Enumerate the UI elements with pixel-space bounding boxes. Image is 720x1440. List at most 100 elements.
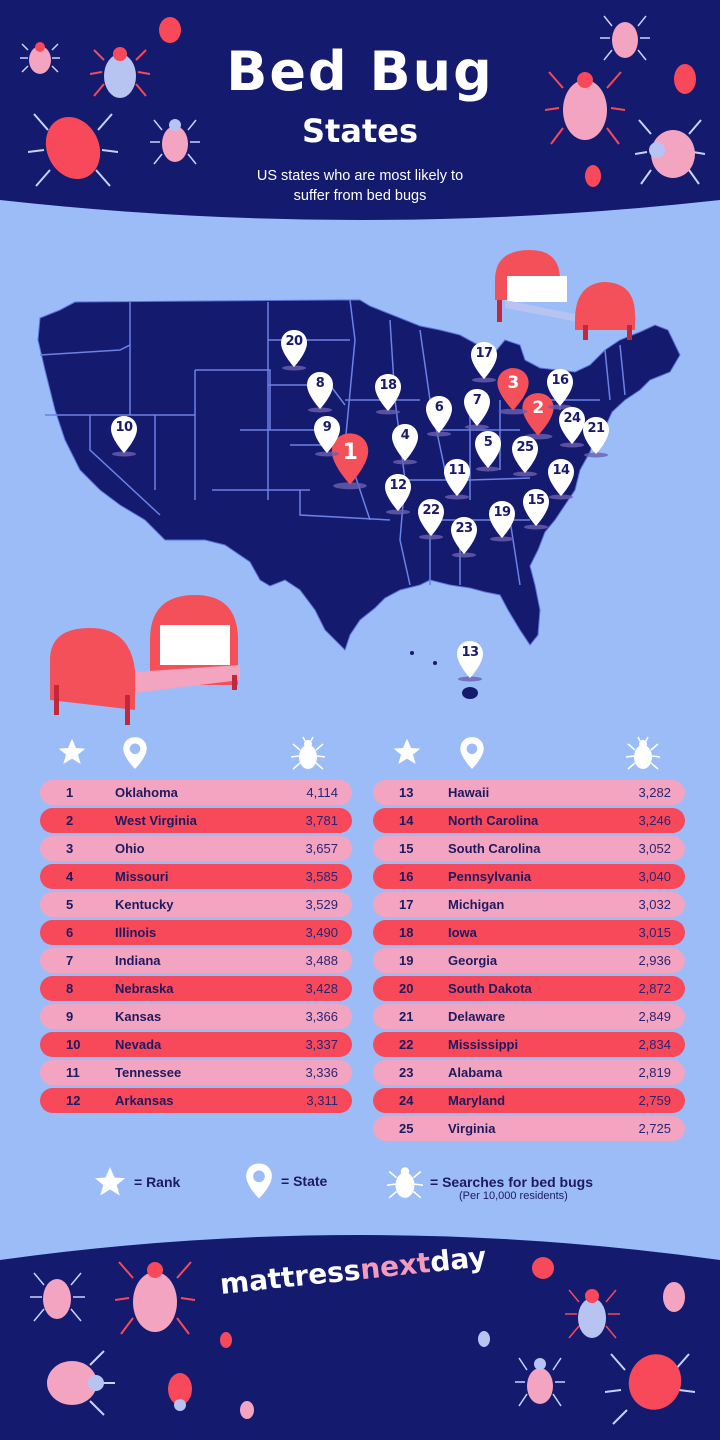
value-cell: 3,529 — [305, 897, 338, 912]
map-pin-icon — [497, 368, 529, 415]
state-cell: South Carolina — [448, 841, 541, 856]
pin-rank-label: 25 — [516, 440, 534, 455]
map-pin-icon — [307, 372, 333, 413]
rank-cell: 7 — [66, 953, 74, 968]
bed-bug-icon — [90, 47, 150, 98]
rank-cell: 16 — [399, 869, 414, 884]
title-line-2: States — [302, 112, 418, 150]
pin-rank-label: 13 — [461, 645, 479, 660]
map-pin-icon — [522, 393, 554, 440]
bed-bug-icon — [545, 71, 625, 145]
map-pin-icon — [246, 1163, 272, 1199]
value-cell: 2,834 — [638, 1037, 671, 1052]
map-pin-icon — [523, 489, 549, 530]
map-pin-rank-21: 21 — [581, 416, 611, 458]
rank-cell: 5 — [66, 897, 74, 912]
map-pin-icon — [281, 330, 307, 371]
map-pin-rank-8: 8 — [305, 371, 335, 413]
table-row: 11 Tennessee 3,336 — [40, 1060, 352, 1085]
pin-rank-label: 4 — [400, 428, 410, 443]
state-cell: Kansas — [115, 1009, 162, 1024]
table-row: 5 Kentucky 3,529 — [40, 892, 352, 917]
state-cell: Maryland — [448, 1093, 506, 1108]
map-pin-rank-19: 19 — [487, 500, 517, 542]
table-header — [40, 730, 352, 780]
rank-cell: 21 — [399, 1009, 414, 1024]
map-pin-icon — [548, 459, 574, 500]
pin-rank-label: 23 — [455, 521, 473, 536]
pin-rank-label: 6 — [434, 400, 444, 415]
bed-bug-icon — [605, 1353, 695, 1425]
map-pin-icon — [314, 416, 340, 457]
map-pin-rank-18: 18 — [373, 373, 403, 415]
bed-bug-icon — [565, 1289, 620, 1339]
map-pin-icon — [375, 374, 401, 415]
table-header — [373, 730, 685, 780]
value-cell: 3,052 — [638, 841, 671, 856]
table-row: 12 Arkansas 3,311 — [40, 1088, 352, 1113]
rank-cell: 18 — [399, 925, 414, 940]
map-pin-icon — [331, 433, 369, 490]
table-row: 8 Nebraska 3,428 — [40, 976, 352, 1001]
value-cell: 2,725 — [638, 1121, 671, 1136]
pin-rank-label: 21 — [587, 421, 605, 436]
map-pin-icon — [583, 417, 609, 458]
state-cell: Indiana — [115, 953, 161, 968]
map-pin-icon — [444, 459, 470, 500]
map-pin-rank-13: 13 — [455, 640, 485, 682]
pin-rank-label: 20 — [285, 334, 303, 349]
table-row: 6 Illinois 3,490 — [40, 920, 352, 945]
rank-cell: 12 — [66, 1093, 81, 1108]
pin-rank-label: 12 — [389, 478, 407, 493]
state-cell: Delaware — [448, 1009, 506, 1024]
map-pin-icon — [451, 517, 477, 558]
state-cell: Oklahoma — [115, 785, 178, 800]
ranking-table-left: 1 Oklahoma 4,114 2 West Virginia 3,781 3 Ohio 3,… — [40, 730, 352, 1116]
bed-bug-icon — [159, 17, 181, 43]
pin-rank-label: 2 — [532, 398, 544, 418]
map-pin-icon — [460, 737, 484, 769]
subtitle-line-2: suffer from bed bugs — [293, 188, 427, 204]
bed-bug-icon — [585, 165, 601, 187]
value-cell: 2,819 — [638, 1065, 671, 1080]
pin-rank-label: 1 — [342, 440, 358, 465]
map-pin-icon — [418, 499, 444, 540]
table-row: 14 North Carolina 3,246 — [373, 808, 685, 833]
value-cell: 2,936 — [638, 953, 671, 968]
pin-rank-label: 22 — [422, 503, 440, 518]
map-pin-rank-15: 15 — [521, 488, 551, 530]
state-cell: Kentucky — [115, 897, 174, 912]
legend-searches: = Searches for bed bugs — [386, 1162, 593, 1202]
state-cell: Nevada — [115, 1037, 162, 1052]
value-cell: 2,759 — [638, 1093, 671, 1108]
value-cell: 3,311 — [306, 1093, 338, 1108]
star-icon — [95, 1167, 125, 1196]
value-cell: 3,040 — [638, 869, 671, 884]
bed-bug-icon — [28, 113, 118, 187]
rank-cell: 14 — [399, 813, 414, 828]
bed-bug-icon — [515, 1357, 565, 1407]
rank-cell: 11 — [66, 1065, 80, 1080]
pin-rank-label: 19 — [493, 505, 511, 520]
table-row: 10 Nevada 3,337 — [40, 1032, 352, 1057]
rank-cell: 9 — [66, 1009, 74, 1024]
rank-cell: 20 — [399, 981, 414, 996]
map-pin-rank-16: 16 — [545, 368, 575, 410]
map-pin-rank-6: 6 — [424, 395, 454, 437]
state-cell: West Virginia — [115, 813, 197, 828]
map-pin-icon — [123, 737, 147, 769]
table-rows-left: 1 Oklahoma 4,114 2 West Virginia 3,781 3 Ohio 3,… — [40, 780, 352, 1113]
map-pin-icon — [475, 431, 501, 472]
state-cell: Mississippi — [448, 1037, 519, 1052]
rank-cell: 25 — [399, 1121, 414, 1136]
bed-bug-icon — [240, 1401, 254, 1419]
table-row: 20 South Dakota 2,872 — [373, 976, 685, 1001]
table-row: 18 Iowa 3,015 — [373, 920, 685, 945]
pin-rank-label: 24 — [563, 411, 581, 426]
bed-bug-icon — [115, 1261, 195, 1335]
bed-illustration — [50, 595, 240, 725]
map-pin-rank-5: 5 — [473, 430, 503, 472]
ranking-table-right: 13 Hawaii 3,282 14 North Carolina 3,246 15 Sout… — [373, 730, 685, 1144]
legend-state-label: = State — [281, 1173, 328, 1189]
bed-bug-icon — [220, 1332, 232, 1348]
